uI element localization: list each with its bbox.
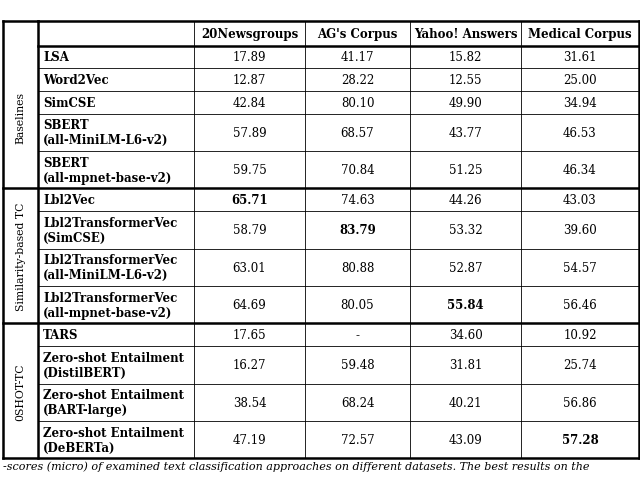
Text: Yahoo! Answers: Yahoo! Answers [414, 27, 517, 40]
Text: 57.28: 57.28 [561, 433, 598, 446]
Text: 43.77: 43.77 [449, 127, 483, 140]
Text: 38.54: 38.54 [233, 396, 266, 409]
Text: 17.65: 17.65 [233, 329, 266, 342]
Text: Word2Vec: Word2Vec [44, 74, 109, 87]
Text: -scores (micro) of examined text classification approaches on different datasets: -scores (micro) of examined text classif… [3, 461, 589, 471]
Text: 59.48: 59.48 [340, 359, 374, 372]
Text: 40.21: 40.21 [449, 396, 483, 409]
Text: 31.61: 31.61 [563, 51, 596, 64]
Text: 28.22: 28.22 [341, 74, 374, 87]
Text: 53.32: 53.32 [449, 224, 483, 237]
Text: 47.19: 47.19 [233, 433, 266, 446]
Text: 44.26: 44.26 [449, 194, 483, 207]
Text: 31.81: 31.81 [449, 359, 482, 372]
Text: Similarity-based TC: Similarity-based TC [15, 203, 26, 311]
Text: 59.75: 59.75 [232, 164, 266, 177]
Text: SimCSE: SimCSE [44, 96, 95, 109]
Text: Medical Corpus: Medical Corpus [528, 27, 632, 40]
Text: Zero-shot Entailment
(BART-large): Zero-shot Entailment (BART-large) [44, 388, 184, 416]
Text: Lbl2Vec: Lbl2Vec [44, 194, 95, 207]
Text: 39.60: 39.60 [563, 224, 597, 237]
Text: 25.74: 25.74 [563, 359, 596, 372]
Text: -: - [355, 329, 360, 342]
Text: 10.92: 10.92 [563, 329, 596, 342]
Text: 57.89: 57.89 [233, 127, 266, 140]
Text: 65.71: 65.71 [231, 194, 268, 207]
Text: Baselines: Baselines [15, 92, 26, 144]
Text: 16.27: 16.27 [233, 359, 266, 372]
Text: 42.84: 42.84 [233, 96, 266, 109]
Text: 41.17: 41.17 [340, 51, 374, 64]
Text: TARS: TARS [44, 329, 79, 342]
Text: 20Newsgroups: 20Newsgroups [201, 27, 298, 40]
Text: 46.34: 46.34 [563, 164, 597, 177]
Text: 56.46: 56.46 [563, 299, 597, 312]
Text: 52.87: 52.87 [449, 261, 483, 274]
Text: 34.60: 34.60 [449, 329, 483, 342]
Text: 17.89: 17.89 [233, 51, 266, 64]
Text: 68.57: 68.57 [340, 127, 374, 140]
Text: 51.25: 51.25 [449, 164, 483, 177]
Text: 68.24: 68.24 [340, 396, 374, 409]
Text: LSA: LSA [44, 51, 69, 64]
Text: 56.86: 56.86 [563, 396, 596, 409]
Text: Lbl2TransformerVec
(SimCSE): Lbl2TransformerVec (SimCSE) [44, 216, 177, 244]
Text: 12.55: 12.55 [449, 74, 483, 87]
Text: 49.90: 49.90 [449, 96, 483, 109]
Text: 43.03: 43.03 [563, 194, 597, 207]
Text: 43.09: 43.09 [449, 433, 483, 446]
Text: 74.63: 74.63 [340, 194, 374, 207]
Text: 25.00: 25.00 [563, 74, 596, 87]
Text: 72.57: 72.57 [340, 433, 374, 446]
Text: 80.05: 80.05 [340, 299, 374, 312]
Text: AG's Corpus: AG's Corpus [317, 27, 397, 40]
Text: 64.69: 64.69 [232, 299, 266, 312]
Text: SBERT
(all-MiniLM-L6-v2): SBERT (all-MiniLM-L6-v2) [44, 119, 169, 147]
Text: 0SHOT-TC: 0SHOT-TC [15, 362, 26, 420]
Text: 63.01: 63.01 [233, 261, 266, 274]
Text: Lbl2TransformerVec
(all-MiniLM-L6-v2): Lbl2TransformerVec (all-MiniLM-L6-v2) [44, 254, 177, 282]
Text: 70.84: 70.84 [340, 164, 374, 177]
Text: 83.79: 83.79 [339, 224, 376, 237]
Text: 80.10: 80.10 [340, 96, 374, 109]
Text: SBERT
(all-mpnet-base-v2): SBERT (all-mpnet-base-v2) [44, 156, 173, 184]
Text: 55.84: 55.84 [447, 299, 484, 312]
Text: 34.94: 34.94 [563, 96, 597, 109]
Text: Lbl2TransformerVec
(all-mpnet-base-v2): Lbl2TransformerVec (all-mpnet-base-v2) [44, 291, 177, 319]
Text: 46.53: 46.53 [563, 127, 597, 140]
Text: Zero-shot Entailment
(DeBERTa): Zero-shot Entailment (DeBERTa) [44, 426, 184, 454]
Text: 12.87: 12.87 [233, 74, 266, 87]
Text: 15.82: 15.82 [449, 51, 482, 64]
Text: 54.57: 54.57 [563, 261, 597, 274]
Text: 80.88: 80.88 [341, 261, 374, 274]
Text: 58.79: 58.79 [233, 224, 266, 237]
Text: Zero-shot Entailment
(DistilBERT): Zero-shot Entailment (DistilBERT) [44, 351, 184, 379]
